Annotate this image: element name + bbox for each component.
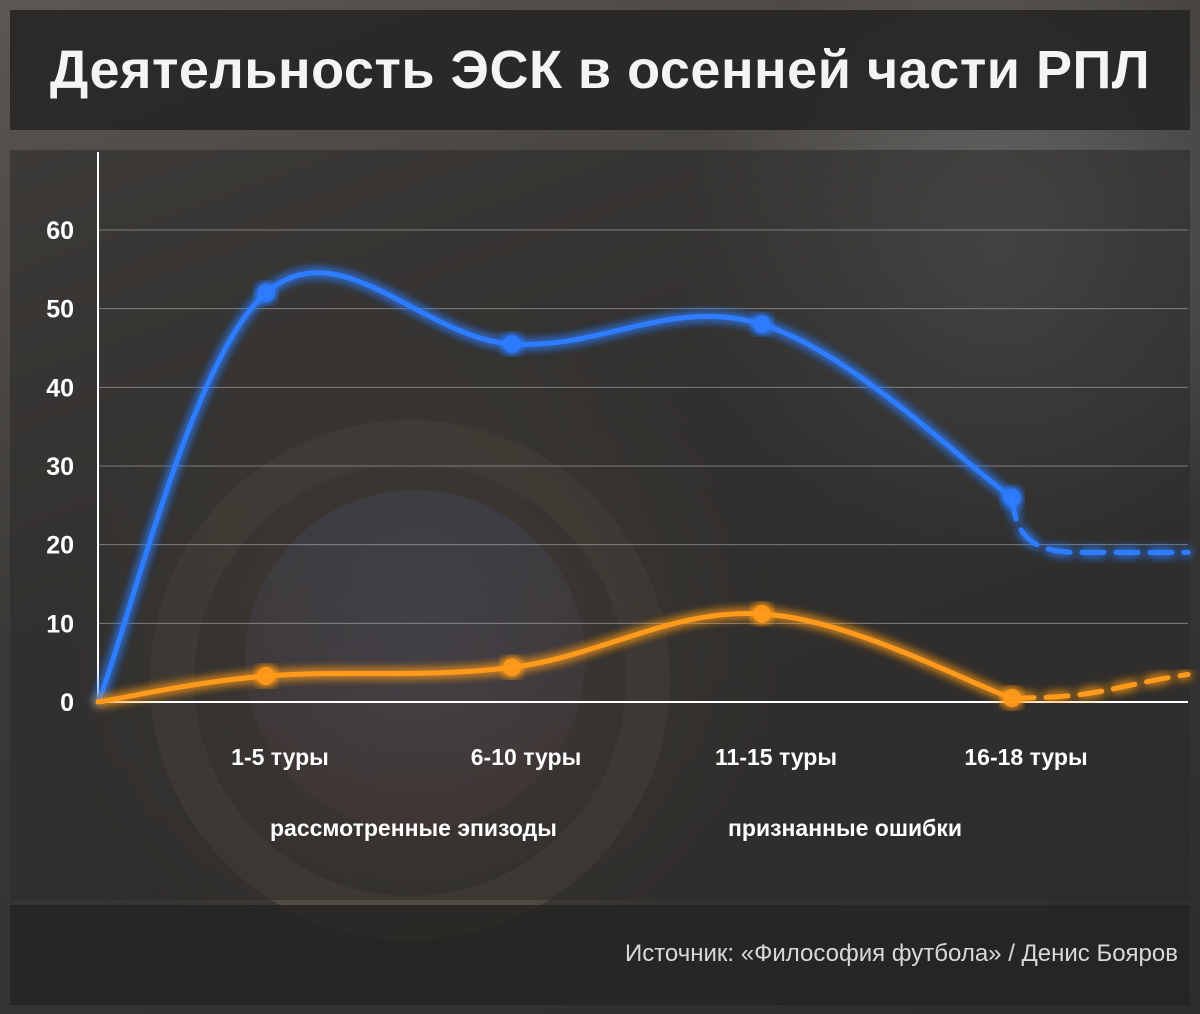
series-dashed-extension-1 xyxy=(1009,671,1191,701)
legend: рассмотренные эпизоды признанные ошибки xyxy=(182,815,962,841)
x-tick-label-1: 6-10 туры xyxy=(471,744,581,770)
data-point-s1-1 xyxy=(503,658,521,677)
data-point-s0-0 xyxy=(257,283,275,302)
chart-title: Деятельность ЭСК в осенней части РПЛ xyxy=(49,40,1151,100)
series-dashed-extension-0 xyxy=(1009,494,1191,556)
x-tick-label-0: 1-5 туры xyxy=(231,744,329,770)
plot-panel xyxy=(10,150,1190,900)
title-banner xyxy=(10,10,1190,130)
data-point-s0-1 xyxy=(503,335,521,354)
y-tick-label-60: 60 xyxy=(46,217,74,245)
data-points xyxy=(257,283,1021,708)
source-credit: Источник: «Философия футбола» / Денис Бо… xyxy=(624,940,1178,967)
axes xyxy=(97,152,1188,703)
x-tick-label-2: 11-15 туры xyxy=(715,744,837,770)
y-tick-label-10: 10 xyxy=(46,610,74,638)
x-tick-labels: 1-5 туры 6-10 туры 11-15 туры 16-18 туры xyxy=(231,744,1087,770)
legend-label-0: рассмотренные эпизоды xyxy=(270,815,557,841)
y-tick-label-40: 40 xyxy=(46,374,74,402)
legend-label-1: признанные ошибки xyxy=(728,815,962,841)
gridlines xyxy=(98,229,1188,624)
series-line-0 xyxy=(95,270,1015,705)
series-lines xyxy=(95,270,1191,705)
source-banner xyxy=(10,905,1190,1005)
data-point-s1-2 xyxy=(753,604,771,623)
data-point-s0-3 xyxy=(1003,488,1021,507)
data-point-s1-0 xyxy=(257,667,275,686)
data-point-s1-3 xyxy=(1003,689,1021,708)
y-tick-label-30: 30 xyxy=(46,453,74,481)
series-line-1 xyxy=(95,610,1015,705)
y-tick-label-20: 20 xyxy=(46,532,74,560)
y-tick-labels: 0 10 20 30 40 50 60 xyxy=(46,217,74,717)
x-tick-label-3: 16-18 туры xyxy=(964,744,1087,770)
y-tick-label-50: 50 xyxy=(46,296,74,324)
y-tick-label-0: 0 xyxy=(60,689,74,717)
data-point-s0-2 xyxy=(753,315,771,334)
